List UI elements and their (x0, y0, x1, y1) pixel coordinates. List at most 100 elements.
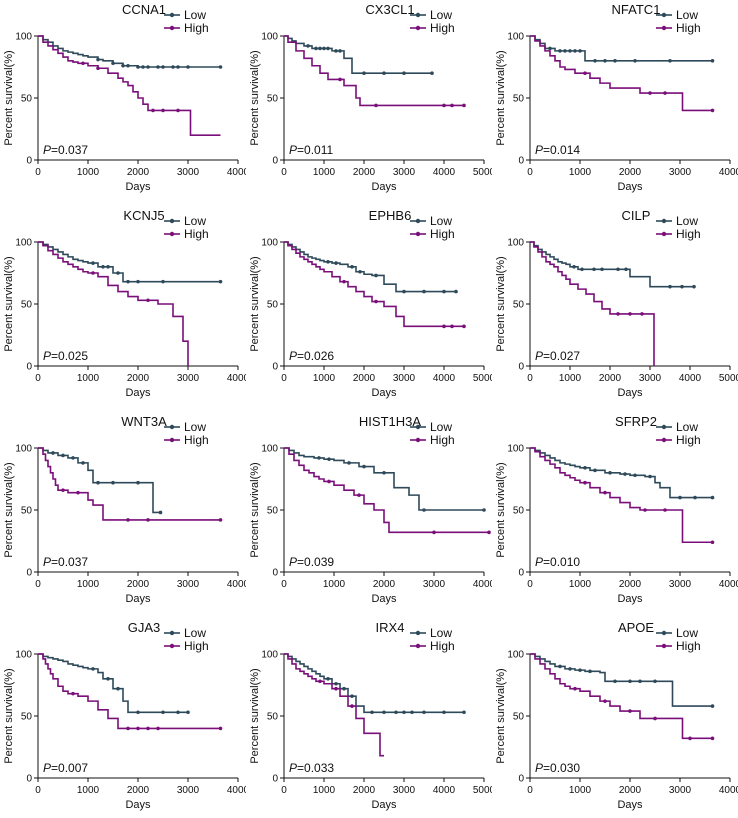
p-value-symbol: P (535, 555, 543, 569)
censor-mark-high (334, 686, 338, 691)
y-tick-label: 0 (518, 568, 524, 579)
censor-mark-low (430, 71, 434, 75)
y-axis-label: Percent survival(%) (495, 668, 507, 763)
y-axis-label: Percent survival(%) (249, 462, 261, 557)
legend-marker (661, 25, 667, 31)
km-line-high (38, 447, 221, 521)
y-tick-label: 100 (507, 650, 524, 661)
x-tick-label: 0 (35, 373, 41, 384)
censor-mark-high (156, 726, 160, 731)
y-axis-label: Percent survival(%) (3, 668, 15, 763)
censor-mark-low (374, 273, 378, 278)
x-tick-label: 1000 (569, 579, 592, 590)
censor-mark-low (156, 65, 160, 69)
censor-mark-high (640, 312, 644, 316)
km-line-high (284, 447, 489, 534)
legend-label: Low (184, 214, 206, 228)
x-axis-label: Days (617, 181, 643, 193)
y-axis-label: Percent survival(%) (495, 462, 507, 557)
censor-mark-low (568, 49, 572, 53)
legend-marker (661, 231, 667, 237)
censor-mark-low (136, 710, 140, 715)
p-value-symbol: P (289, 761, 297, 775)
p-value-symbol: P (289, 555, 297, 569)
chart-title: APOE (618, 620, 654, 635)
censor-mark-low (593, 468, 597, 473)
censor-mark-low (482, 508, 486, 512)
censor-mark-low (583, 466, 587, 470)
censor-mark-low (96, 57, 100, 62)
y-tick-label: 100 (261, 238, 278, 249)
x-tick-label: 1000 (313, 373, 336, 384)
y-tick-label: 50 (267, 506, 279, 517)
censor-mark-low (603, 59, 607, 63)
censor-mark-low (111, 480, 115, 485)
censor-mark-low (623, 472, 627, 476)
censor-mark-high (146, 518, 150, 522)
censor-mark-high (442, 324, 446, 329)
censor-mark-low (588, 669, 592, 674)
legend-marker (169, 437, 175, 443)
censor-mark-high (442, 103, 446, 108)
censor-mark-high (151, 108, 155, 113)
p-value-number: 0.014 (550, 143, 580, 157)
censor-mark-low (96, 480, 100, 485)
censor-mark-low (334, 681, 338, 686)
y-tick-label: 100 (261, 650, 278, 661)
p-value-symbol: P (535, 143, 543, 157)
legend-label: High (184, 227, 209, 241)
km-line-low (38, 35, 221, 68)
p-value-equals: = (297, 761, 304, 775)
legend-marker (415, 437, 421, 443)
p-value: P=0.026 (289, 349, 334, 363)
y-tick-label: 100 (507, 444, 524, 455)
censor-mark-high (603, 490, 607, 495)
censor-mark-high (663, 508, 667, 512)
p-value-number: 0.026 (304, 349, 334, 363)
legend-label: Low (184, 8, 206, 22)
censor-mark-low (558, 49, 562, 53)
x-tick-label: 4000 (719, 785, 738, 796)
p-value: P=0.025 (43, 349, 88, 363)
x-tick-label: 3000 (177, 167, 200, 178)
censor-mark-low (402, 289, 406, 294)
censor-mark-high (338, 77, 342, 82)
p-value-number: 0.010 (550, 555, 580, 569)
censor-mark-low (616, 267, 620, 272)
x-tick-label: 4000 (227, 167, 246, 178)
km-panel-cx3cl1: CX3CL1050100010002000300040005000DaysPer… (249, 2, 492, 193)
censor-mark-high (342, 279, 346, 284)
p-value-symbol: P (43, 761, 51, 775)
y-tick-label: 100 (15, 238, 32, 249)
censor-mark-high (462, 103, 466, 108)
legend-label: Low (676, 420, 698, 434)
legend-label: High (184, 639, 209, 653)
chart-title: EPHB6 (369, 208, 412, 223)
x-tick-label: 4000 (227, 579, 246, 590)
censor-mark-high (136, 726, 140, 731)
censor-mark-high (81, 61, 85, 66)
censor-mark-low (410, 710, 414, 715)
x-axis-label: Days (617, 387, 643, 399)
censor-mark-high (76, 490, 80, 495)
censor-mark-low (580, 267, 584, 272)
x-axis-label: Days (371, 593, 397, 605)
censor-mark-low (186, 65, 190, 69)
legend-label: Low (676, 214, 698, 228)
x-tick-label: 2000 (599, 373, 622, 384)
legend-label: High (676, 21, 701, 35)
censor-mark-low (327, 457, 331, 461)
censor-mark-low (342, 686, 346, 691)
censor-mark-low (326, 260, 330, 264)
p-value-symbol: P (43, 555, 51, 569)
censor-mark-low (558, 664, 562, 669)
p-value-equals: = (543, 761, 550, 775)
km-panel-ephb6: EPHB6050100010002000300040005000DaysPerc… (249, 208, 492, 399)
censor-mark-high (71, 691, 75, 696)
censor-mark-low (218, 65, 223, 69)
censor-mark-high (350, 704, 354, 708)
chart-title: KCNJ5 (123, 208, 164, 223)
censor-mark-low (710, 704, 715, 708)
legend-label: High (184, 433, 209, 447)
